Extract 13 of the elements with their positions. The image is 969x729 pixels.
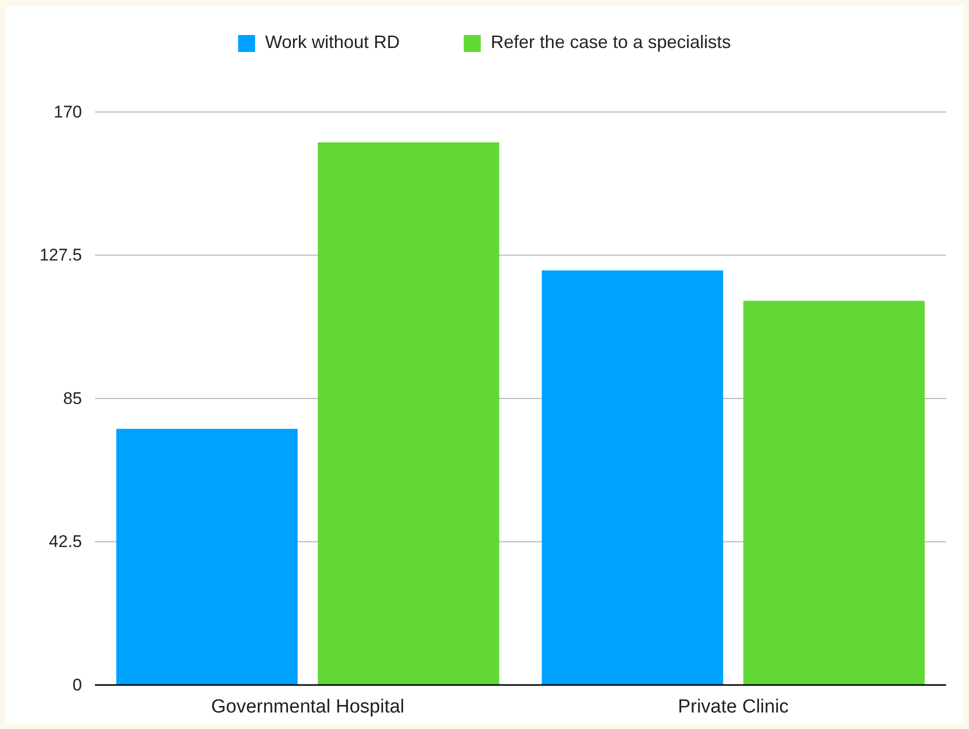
y-tick-label: 170 (54, 102, 82, 122)
bar (318, 142, 500, 685)
bar (542, 270, 724, 685)
x-tick-label: Private Clinic (678, 696, 789, 718)
y-tick-label: 85 (63, 388, 82, 408)
y-tick-label: 42.5 (48, 532, 82, 552)
bar (743, 300, 925, 685)
legend-label: Work without RD (265, 32, 400, 52)
x-tick-label: Governmental Hospital (211, 696, 404, 718)
y-tick-label: 127.5 (39, 246, 82, 265)
legend-label: Refer the case to a specialists (490, 32, 731, 52)
bar (116, 428, 298, 685)
y-tick-label: 0 (72, 675, 82, 694)
